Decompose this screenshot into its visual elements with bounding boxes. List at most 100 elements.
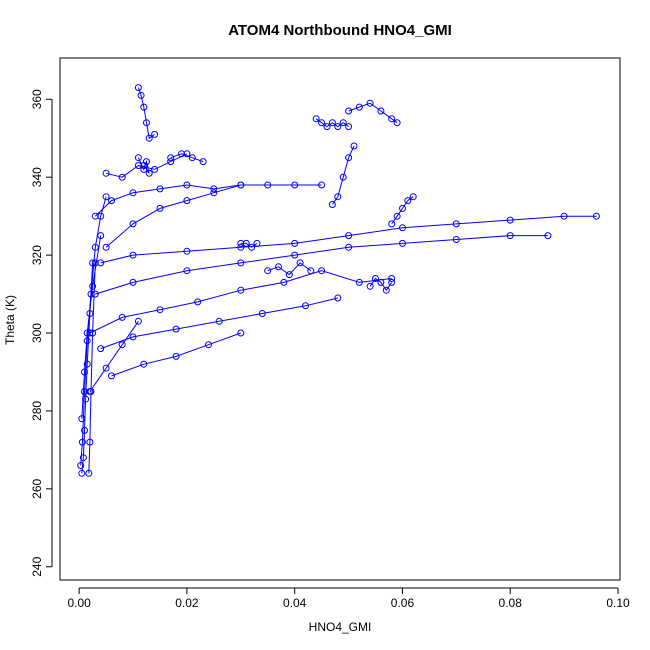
data-series: [108, 329, 245, 380]
y-tick-label: 260: [30, 479, 44, 499]
data-point: [156, 185, 164, 193]
chart-title: ATOM4 Northbound HNO4_GMI: [228, 22, 452, 39]
x-tick-label: 0.04: [283, 596, 307, 610]
data-point: [77, 462, 85, 469]
data-point: [78, 415, 86, 423]
data-point: [118, 341, 126, 349]
series-line: [111, 332, 241, 377]
data-point: [167, 154, 175, 162]
series-line: [95, 235, 548, 295]
data-point: [404, 197, 412, 205]
plot-frame: [59, 57, 621, 581]
data-point: [143, 119, 150, 127]
data-point: [366, 282, 374, 290]
data-series: [86, 317, 142, 395]
data-point: [399, 239, 406, 247]
data-point: [506, 216, 514, 224]
series-line: [88, 262, 96, 474]
data-point: [140, 162, 148, 169]
data-point: [382, 286, 390, 294]
data-point: [452, 220, 460, 228]
data-point: [140, 360, 148, 368]
data-point: [345, 243, 353, 251]
data-point: [334, 123, 342, 131]
y-axis-label: Theta (K): [3, 295, 17, 345]
data-point: [134, 162, 142, 169]
data-point: [137, 91, 145, 99]
data-series: [97, 294, 342, 353]
data-point: [388, 220, 396, 228]
data-point: [156, 306, 164, 314]
data-point: [312, 115, 320, 123]
data-point: [172, 352, 180, 360]
data-point: [291, 239, 299, 247]
series-line: [267, 262, 312, 276]
data-point: [237, 239, 245, 247]
data-point: [345, 154, 353, 162]
data-point: [86, 388, 94, 395]
data-point: [592, 212, 600, 220]
data-point: [86, 438, 94, 446]
y-tick-label: 360: [30, 89, 44, 109]
data-point: [339, 173, 347, 181]
data-point: [318, 119, 326, 127]
data-point: [258, 310, 266, 317]
y-tick-label: 280: [30, 401, 44, 421]
series-line: [348, 102, 398, 124]
data-point: [183, 181, 191, 189]
data-point: [318, 267, 326, 275]
data-point: [264, 267, 272, 275]
plot-area: [77, 84, 600, 477]
data-point: [102, 243, 110, 251]
data-point: [291, 251, 299, 259]
data-point: [145, 134, 153, 142]
data-point: [237, 243, 245, 251]
data-point: [129, 220, 137, 228]
series-line: [315, 118, 349, 128]
series-line: [105, 184, 241, 248]
data-point: [264, 181, 272, 189]
data-point: [183, 197, 191, 205]
data-point: [205, 341, 212, 349]
data-point: [178, 150, 185, 158]
data-series: [328, 142, 358, 208]
data-point: [167, 158, 175, 166]
data-point: [302, 302, 309, 310]
data-point: [328, 119, 336, 127]
data-point: [81, 368, 88, 376]
data-point: [151, 165, 159, 173]
data-point: [334, 294, 342, 302]
data-point: [108, 197, 115, 205]
data-series: [134, 84, 159, 142]
data-point: [372, 275, 379, 282]
data-point: [253, 239, 261, 247]
x-tick-label: 0.00: [67, 596, 91, 610]
x-tick-label: 0.08: [499, 596, 523, 610]
data-point: [237, 259, 245, 267]
x-tick-label: 0.06: [391, 596, 415, 610]
data-point: [79, 454, 87, 462]
data-point: [172, 325, 180, 333]
data-series: [312, 115, 353, 131]
series-line: [331, 145, 355, 205]
data-point: [108, 372, 115, 380]
data-point: [334, 193, 342, 201]
data-series: [345, 99, 401, 127]
y-tick-label: 340: [30, 167, 44, 187]
data-point: [409, 193, 417, 201]
data-point: [355, 278, 363, 286]
data-series: [237, 239, 261, 251]
data-series: [366, 275, 396, 294]
data-point: [188, 154, 196, 162]
data-point: [199, 158, 207, 166]
data-point: [215, 317, 223, 325]
data-series: [388, 193, 417, 228]
data-point: [102, 364, 110, 372]
series-line: [89, 270, 392, 334]
data-point: [134, 154, 142, 162]
data-point: [237, 329, 245, 337]
data-series: [134, 154, 153, 177]
data-point: [85, 469, 93, 477]
data-point: [183, 267, 191, 275]
series-line: [391, 196, 414, 225]
